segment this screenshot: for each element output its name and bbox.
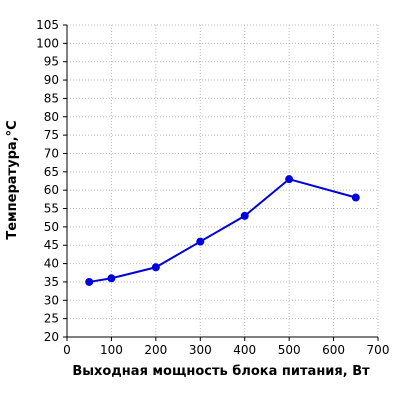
y-tick-label: 85 <box>44 91 59 105</box>
data-point <box>85 277 94 286</box>
y-tick-label: 95 <box>44 55 59 69</box>
y-tick-label: 70 <box>44 146 59 160</box>
data-point <box>285 175 294 184</box>
x-tick-label: 400 <box>233 343 256 357</box>
data-point <box>196 237 205 246</box>
x-tick-label: 600 <box>322 343 345 357</box>
y-tick-label: 75 <box>44 128 59 142</box>
series-line <box>89 178 357 283</box>
y-tick-label: 90 <box>44 73 59 87</box>
x-tick-label: 0 <box>63 343 71 357</box>
data-point <box>351 193 360 202</box>
y-tick-label: 100 <box>36 36 59 50</box>
series <box>85 175 360 286</box>
y-tick-label: 65 <box>44 165 59 179</box>
tick-labels: 0 100 200 300 400 500 600 700 20 25 30 35 40 45 50 55 60… <box>36 18 389 357</box>
y-tick-label: 50 <box>44 220 59 234</box>
data-point <box>240 211 249 220</box>
x-tick-label: 200 <box>144 343 167 357</box>
y-tick-label: 25 <box>44 312 59 326</box>
x-tick-label: 500 <box>278 343 301 357</box>
y-tick-label: 80 <box>44 110 59 124</box>
y-tick-label: 30 <box>44 293 59 307</box>
y-tick-label: 60 <box>44 183 59 197</box>
y-tick-label: 35 <box>44 275 59 289</box>
data-point <box>107 274 116 283</box>
y-axis-label: Температура,°С <box>5 120 20 239</box>
y-tick-label: 105 <box>36 18 59 32</box>
y-tick-label: 55 <box>44 202 59 216</box>
y-tick-label: 40 <box>44 257 59 271</box>
y-tick-label: 45 <box>44 238 59 252</box>
x-tick-label: 100 <box>100 343 123 357</box>
x-tick-label: 700 <box>367 343 390 357</box>
x-axis-label: Выходная мощность блока питания, Вт <box>72 364 370 379</box>
x-tick-label: 300 <box>189 343 212 357</box>
grid <box>67 24 379 337</box>
axes <box>63 24 379 341</box>
data-point <box>151 263 160 272</box>
y-tick-label: 20 <box>44 330 59 344</box>
